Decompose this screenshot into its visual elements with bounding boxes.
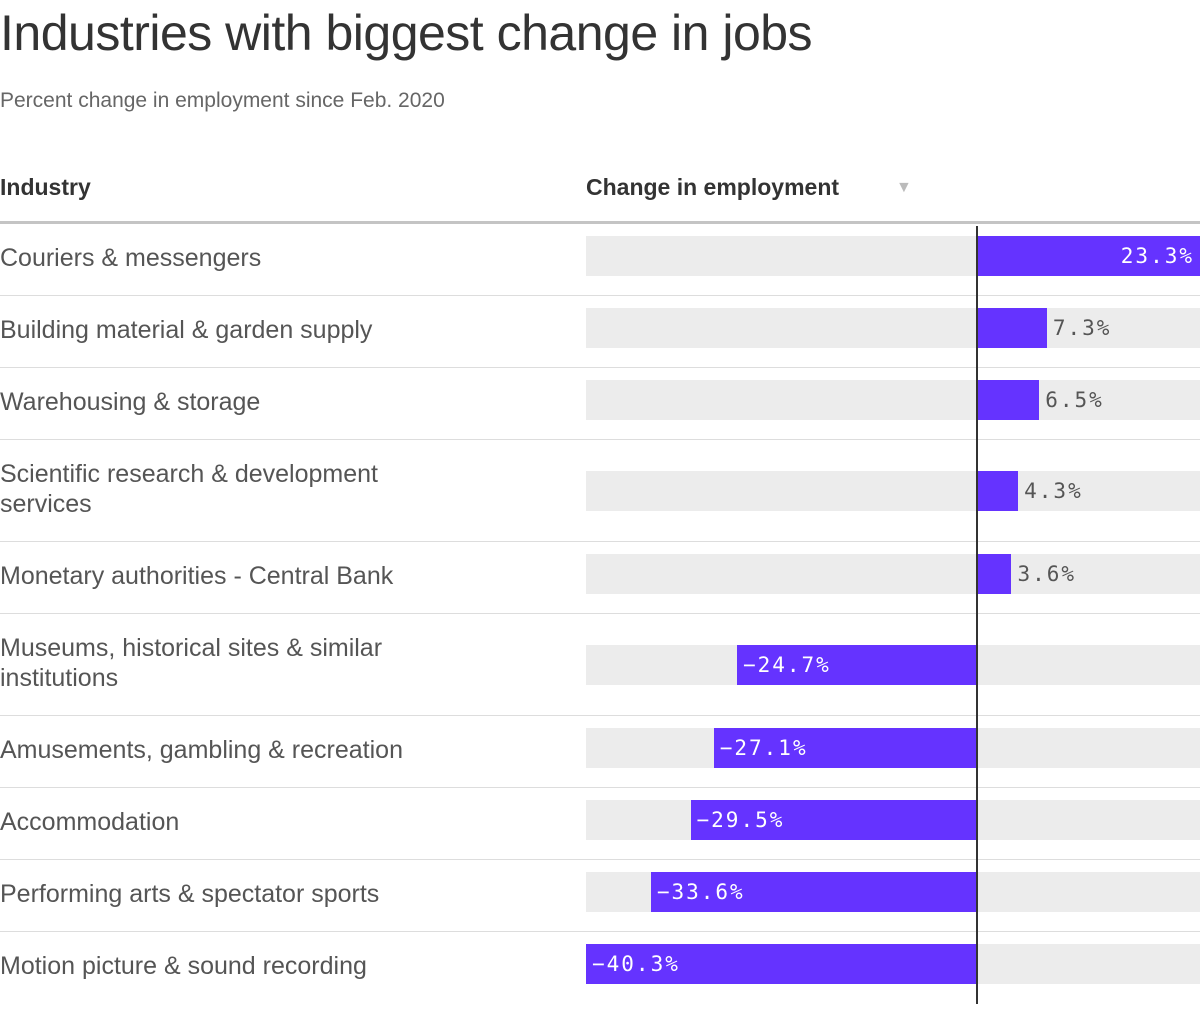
bar-track: −40.3% <box>586 944 1200 984</box>
table-row: Warehousing & storage 6.5% <box>0 368 1200 440</box>
bar-track: −33.6% <box>586 872 1200 912</box>
bar <box>690 800 976 840</box>
bar <box>713 728 976 768</box>
bar-track: 3.6% <box>586 554 1200 594</box>
bar-track: −24.7% <box>586 645 1200 685</box>
bar <box>736 645 976 685</box>
bar-track: 6.5% <box>586 380 1200 420</box>
value-label: −33.6% <box>656 880 745 904</box>
table-row: Museums, historical sites & similar inst… <box>0 614 1200 716</box>
industry-label: Warehousing & storage <box>0 388 261 416</box>
table-row: Building material & garden supply 7.3% <box>0 296 1200 368</box>
value-label: −29.5% <box>696 808 785 832</box>
table-row: Scientific research & development servic… <box>0 440 1200 542</box>
value-label: −27.1% <box>719 736 808 760</box>
table-row: Monetary authorities - Central Bank 3.6% <box>0 542 1200 614</box>
bar <box>977 471 1019 511</box>
value-label: 6.5% <box>1045 388 1104 412</box>
industry-label: Scientific research & development servic… <box>0 460 378 518</box>
industry-label: Building material & garden supply <box>0 316 373 344</box>
zero-axis-line <box>976 226 978 1004</box>
bar <box>977 308 1047 348</box>
bar-track: 23.3% <box>586 236 1200 276</box>
table-row: Performing arts & spectator sports −33.6% <box>0 860 1200 932</box>
industry-label: Couriers & messengers <box>0 244 262 272</box>
bar-track: 4.3% <box>586 471 1200 511</box>
bar <box>586 944 976 984</box>
industry-label: Amusements, gambling & recreation <box>0 736 403 764</box>
sort-descending-icon[interactable]: ▼ <box>896 179 912 196</box>
value-label: −40.3% <box>592 952 680 976</box>
table-header: Industry Change in employment ▼ <box>0 165 1200 221</box>
table-row: Amusements, gambling & recreation −27.1% <box>0 716 1200 788</box>
chart-title: Industries with biggest change in jobs <box>0 5 813 61</box>
bar <box>977 236 1200 276</box>
value-label: 23.3% <box>1120 244 1194 268</box>
bar-track: −29.5% <box>586 800 1200 840</box>
change-column-header[interactable]: Change in employment <box>586 174 840 200</box>
bar-track: −27.1% <box>586 728 1200 768</box>
industry-label: Motion picture & sound recording <box>0 952 367 980</box>
industry-label: Accommodation <box>0 808 180 836</box>
industry-label: Performing arts & spectator sports <box>0 880 380 908</box>
chart-subtitle: Percent change in employment since Feb. … <box>0 89 445 112</box>
industry-column-header: Industry <box>0 174 91 200</box>
chart-rows: Couriers & messengers 23.3% Building mater… <box>0 224 1200 1004</box>
value-label: 3.6% <box>1017 562 1077 586</box>
industry-label: Museums, historical sites & similar inst… <box>0 634 383 692</box>
table-row: Motion picture & sound recording −40.3% <box>0 932 1200 1004</box>
header-divider <box>0 221 1200 224</box>
value-label: −24.7% <box>742 653 831 677</box>
industry-label: Monetary authorities - Central Bank <box>0 562 394 590</box>
bar <box>977 380 1040 420</box>
bar <box>977 554 1012 594</box>
value-label: 7.3% <box>1052 316 1112 340</box>
value-label: 4.3% <box>1024 479 1083 503</box>
bar <box>650 872 976 912</box>
table-row: Couriers & messengers 23.3% <box>0 224 1200 296</box>
table-row: Accommodation −29.5% <box>0 788 1200 860</box>
bar-track: 7.3% <box>586 308 1200 348</box>
